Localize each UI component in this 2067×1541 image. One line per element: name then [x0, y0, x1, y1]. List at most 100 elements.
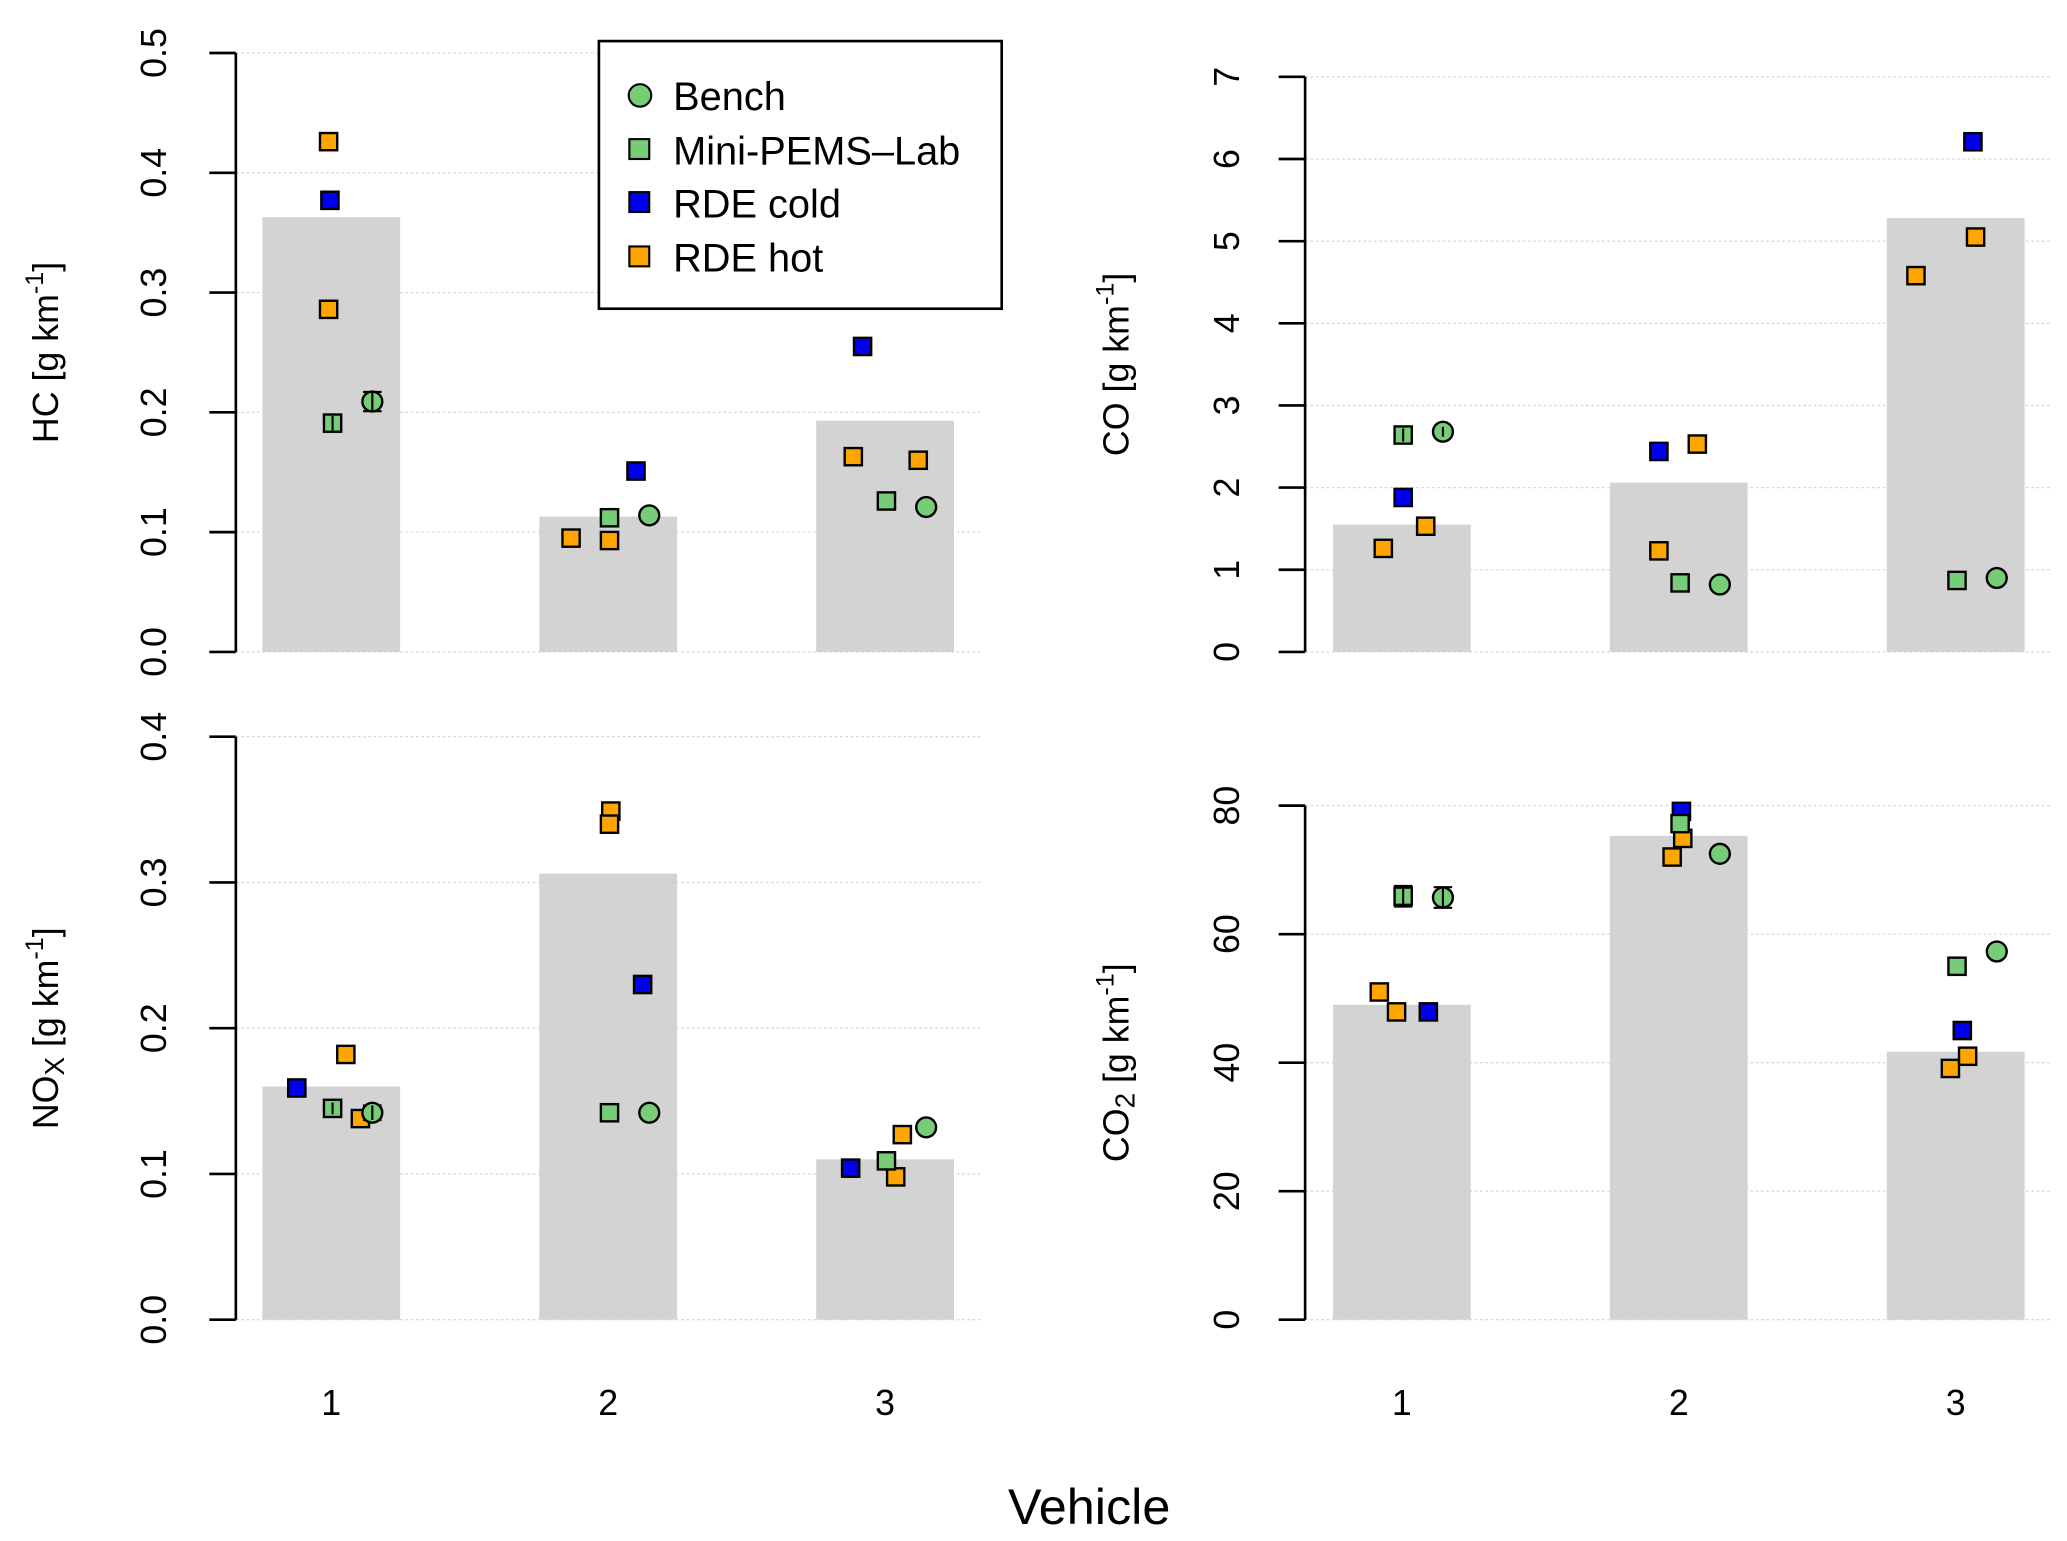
legend-item-rde-hot: RDE hot [628, 237, 823, 281]
point-nox-minipems-vehicle-2 [599, 1102, 620, 1123]
point-co2-rde-hot-vehicle-1 [1386, 1002, 1407, 1022]
y-tick-label: 0.2 [134, 387, 174, 437]
legend-box [597, 39, 1004, 311]
y-tick-label: 1 [1207, 560, 1247, 580]
y-title-unit: [g km [26, 294, 66, 391]
point-co2-rde-hot-vehicle-1 [1369, 982, 1390, 1002]
point-co-rde-hot-vehicle-1 [1373, 538, 1394, 559]
point-co2-minipems-vehicle-3 [1947, 956, 1967, 977]
y-title-exponent: -1 [20, 272, 48, 294]
point-nox-rde-cold-vehicle-1 [286, 1078, 307, 1098]
y-tick-label: 20 [1207, 1171, 1247, 1211]
y-title-exponent: -1 [1091, 973, 1119, 995]
x-tick-label: 3 [875, 1383, 895, 1423]
point-co2-bench-vehicle-3 [1985, 940, 2008, 963]
x-tick-label: 1 [1392, 1383, 1412, 1423]
point-co2-rde-cold-vehicle-3 [1952, 1020, 1973, 1041]
point-nox-rde-hot-vehicle-2 [599, 814, 620, 834]
point-hc-rde-hot-vehicle-3 [843, 446, 864, 467]
point-co2-bench-vehicle-2 [1708, 842, 1731, 865]
bar-nox-vehicle-2 [539, 873, 678, 1320]
point-hc-rde-cold-vehicle-1 [320, 190, 340, 211]
legend-item-rde-cold: RDE cold [628, 182, 841, 226]
point-co2-minipems-vehicle-2 [1670, 813, 1690, 834]
y-title-close: ] [1097, 963, 1137, 973]
point-co-rde-hot-vehicle-3 [1906, 265, 1926, 286]
y-tick-label: 0 [1207, 642, 1247, 662]
legend-label-rde-cold: RDE cold [673, 182, 841, 226]
y-tick-label: 0.4 [134, 712, 174, 762]
bar-co2-vehicle-2 [1609, 835, 1748, 1320]
y-title-close: ] [1097, 273, 1137, 283]
bar-nox-vehicle-1 [262, 1086, 401, 1320]
y-tick-label: 0.5 [134, 28, 174, 78]
point-nox-rde-hot-vehicle-3 [892, 1124, 913, 1145]
y-tick-label: 60 [1207, 914, 1247, 954]
panel-co: 0 1 2 3 4 5 6 7 CO [g km-1] [1091, 67, 2052, 662]
y-title-main: HC [26, 391, 66, 443]
y-axis-title-nox: NOX [g km-1] [20, 927, 70, 1129]
point-nox-minipems-vehicle-3 [876, 1151, 897, 1171]
point-hc-rde-cold-vehicle-2 [626, 461, 646, 481]
y-tick-label: 3 [1207, 396, 1247, 416]
y-tick-label: 40 [1207, 1043, 1247, 1083]
point-co2-rde-cold-vehicle-1 [1418, 1002, 1439, 1022]
legend-minipems-square-icon [628, 138, 651, 161]
bar-hc-vehicle-3 [816, 420, 954, 652]
point-co-rde-hot-vehicle-2 [1687, 434, 1708, 454]
point-co-rde-hot-vehicle-2 [1649, 541, 1669, 561]
point-co-rde-hot-vehicle-1 [1415, 516, 1436, 537]
x-tick-label: 1 [321, 1383, 341, 1423]
point-nox-rde-hot-vehicle-1 [336, 1044, 356, 1065]
y-title-exponent: -1 [1091, 283, 1119, 305]
point-hc-rde-hot-vehicle-2 [561, 528, 581, 548]
legend-bench-circle-icon [627, 83, 653, 108]
point-co2-rde-hot-vehicle-2 [1662, 847, 1682, 867]
point-hc-rde-cold-vehicle-3 [852, 336, 873, 357]
point-nox-bench-vehicle-2 [638, 1101, 661, 1124]
y-axis-title-co2: CO2 [g km-1] [1091, 963, 1141, 1162]
point-hc-bench-vehicle-2 [638, 504, 661, 527]
y-title-unit: [g km [1097, 996, 1137, 1093]
point-hc-minipems-vehicle-2 [599, 507, 620, 528]
y-title-main: NO [26, 1076, 66, 1130]
bar-co2-vehicle-3 [1886, 1051, 2025, 1320]
y-tick-label: 0.2 [134, 1003, 174, 1053]
x-axis-title: Vehicle [1008, 1478, 1170, 1535]
y-tick-label: 5 [1207, 231, 1247, 251]
y-tick-label: 0.1 [134, 507, 174, 557]
y-title-main: CO [1097, 1108, 1137, 1162]
x-tick-label: 3 [1946, 1383, 1966, 1423]
bar-nox-vehicle-3 [816, 1159, 954, 1320]
y-title-exponent: -1 [20, 937, 48, 959]
y-tick-label: 0.3 [134, 858, 174, 908]
y-tick-label: 4 [1207, 313, 1247, 333]
bar-co2-vehicle-1 [1332, 1004, 1471, 1320]
y-title-subscript: 2 [1110, 1093, 1141, 1108]
point-co-rde-cold-vehicle-2 [1649, 441, 1669, 462]
point-nox-bench-vehicle-3 [915, 1116, 938, 1139]
point-co2-rde-hot-vehicle-3 [1957, 1046, 1978, 1067]
point-co-minipems-vehicle-2 [1670, 573, 1690, 593]
legend-rde-hot-square-icon [628, 245, 651, 268]
y-tick-label: 0.0 [134, 1295, 174, 1345]
point-co2-rde-hot-vehicle-3 [1940, 1058, 1961, 1079]
bar-co-vehicle-2 [1609, 482, 1748, 652]
legend-label-rde-hot: RDE hot [673, 237, 823, 281]
y-title-close: ] [26, 262, 66, 272]
panel-nox: 0.0 0.1 0.2 0.3 0.4 NOX [g km-1] 1 2 3 [20, 712, 981, 1423]
y-tick-label: 0.0 [134, 627, 174, 677]
y-title-close: ] [26, 927, 66, 937]
y-axis-title-hc: HC [g km-1] [20, 262, 66, 443]
point-co-bench-vehicle-2 [1708, 573, 1731, 596]
legend-item-bench: Bench [627, 75, 786, 119]
y-tick-label: 0.3 [134, 268, 174, 318]
point-nox-rde-cold-vehicle-3 [840, 1158, 861, 1178]
point-co-bench-vehicle-3 [1985, 566, 2008, 590]
x-tick-label: 2 [1669, 1383, 1689, 1423]
point-co-minipems-vehicle-3 [1947, 570, 1967, 591]
point-co-rde-cold-vehicle-1 [1393, 487, 1413, 508]
panel-hc: 0.0 0.1 0.2 0.3 0.4 0.5 HC [g km-1] [20, 28, 981, 677]
y-title-unit: [g km [26, 960, 66, 1057]
